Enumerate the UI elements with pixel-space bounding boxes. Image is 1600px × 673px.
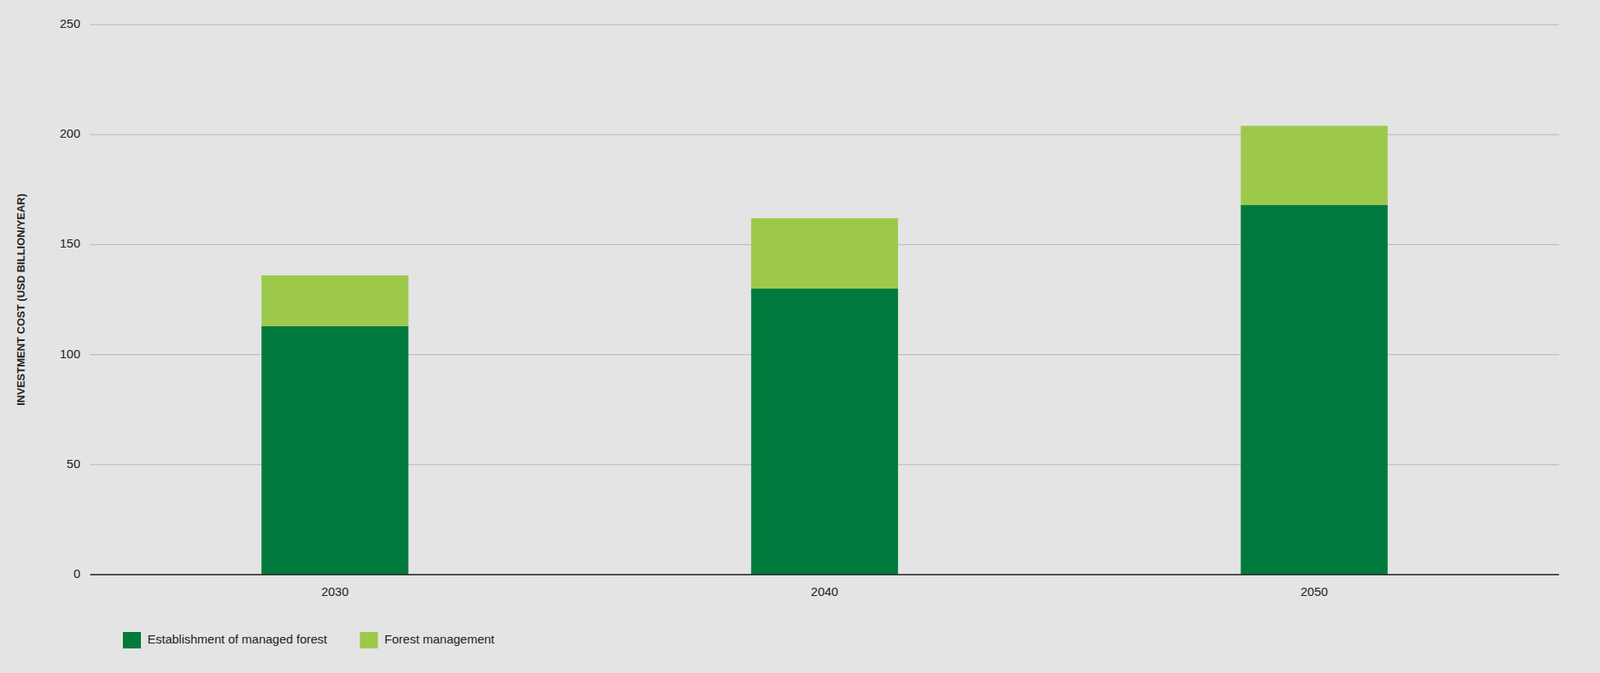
y-tick-label: 0 — [73, 566, 81, 581]
bar — [751, 217, 898, 289]
bar — [1241, 125, 1388, 205]
y-tick-label: 150 — [59, 235, 81, 250]
grid-line — [90, 24, 1560, 26]
x-axis-line — [90, 573, 1560, 576]
chart-container: 0 50 100 150 200 250 2030 2040 2050 INVESTMENT CO… — [0, 0, 1600, 673]
grid-line — [90, 574, 1560, 576]
y-axis-label: INVESTMENT COST (USD BILLION/YEAR) — [14, 193, 28, 406]
bars — [261, 125, 1388, 575]
legend-swatch — [122, 631, 141, 649]
bar — [751, 288, 898, 575]
legend-label: Establishment of managed forest — [147, 631, 328, 646]
plot-area — [90, 24, 1560, 575]
x-tick-label: 2030 — [321, 584, 349, 599]
x-tick-label: 2040 — [811, 584, 839, 599]
x-tick-label: 2050 — [1300, 584, 1328, 599]
legend: Establishment of managed forest Forest ma… — [122, 631, 495, 649]
y-tick-label: 50 — [66, 456, 81, 471]
bar — [261, 275, 408, 327]
y-tick-label: 100 — [59, 346, 81, 361]
bar — [1241, 204, 1388, 575]
legend-label: Forest management — [384, 631, 495, 646]
y-tick-label: 200 — [59, 126, 81, 141]
legend-swatch — [359, 631, 378, 649]
y-tick-label: 250 — [59, 16, 81, 31]
chart: 0 50 100 150 200 250 2030 2040 2050 INVESTMENT CO… — [0, 0, 1600, 673]
bar — [261, 326, 408, 575]
